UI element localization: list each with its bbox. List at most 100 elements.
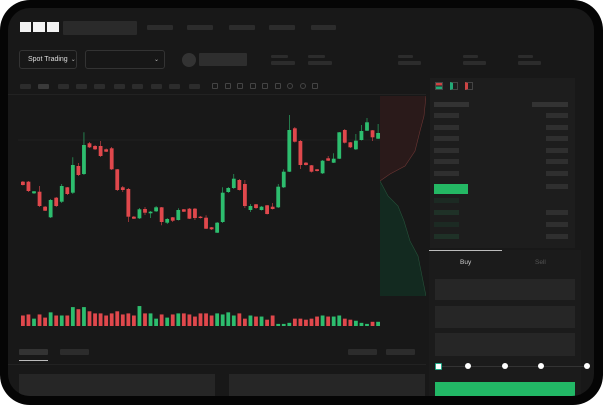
nav-item[interactable] (269, 25, 295, 30)
filter-button[interactable] (348, 349, 377, 355)
volume-bar (43, 317, 47, 326)
camera-icon[interactable] (287, 83, 293, 89)
search-bar[interactable] (63, 21, 137, 35)
order-book-view-bids-icon[interactable] (450, 82, 458, 90)
candle (298, 140, 303, 169)
timeframe-button[interactable] (151, 84, 162, 89)
timeframe-button[interactable] (76, 84, 87, 89)
nav-item[interactable] (311, 25, 336, 30)
candlestick-chart[interactable] (18, 100, 380, 250)
tab-sell[interactable]: Sell (535, 259, 546, 266)
candle-body (226, 188, 231, 192)
amount-input[interactable] (435, 306, 575, 328)
volume-bar (109, 313, 114, 326)
volume-bar (82, 307, 86, 326)
candle (93, 145, 97, 150)
slider-mark-100[interactable] (584, 363, 590, 369)
candle-body (109, 148, 114, 170)
slider-mark-75[interactable] (538, 363, 544, 369)
nav-item[interactable] (229, 25, 255, 30)
timeframe-button[interactable] (189, 84, 200, 89)
indicator-icon[interactable] (212, 83, 218, 89)
timeframe-button[interactable] (169, 84, 180, 89)
price-input[interactable] (435, 279, 575, 300)
candle (259, 206, 264, 211)
volume-bar (104, 315, 109, 326)
volume-bar (281, 323, 286, 326)
timeframe-button[interactable] (38, 84, 49, 89)
chevron-down-icon[interactable] (249, 83, 256, 89)
volume-bar (98, 313, 103, 326)
tab-open-orders[interactable] (19, 349, 48, 355)
settings-icon[interactable] (299, 83, 306, 89)
amount-slider[interactable] (438, 366, 588, 367)
chevron-down-icon[interactable] (224, 83, 231, 89)
candle-body (359, 131, 364, 140)
timeframe-button[interactable] (58, 84, 69, 89)
total-input[interactable] (435, 333, 575, 356)
order-book-view-both-icon[interactable] (435, 82, 443, 90)
candle (365, 118, 369, 131)
candle-body (342, 130, 347, 143)
volume-bar (370, 321, 375, 326)
bid-amount (546, 210, 568, 215)
stat-label (308, 55, 325, 58)
candle-body (254, 204, 258, 208)
volume-bar (65, 315, 70, 326)
volume-bar (209, 315, 214, 326)
buy-button[interactable] (435, 382, 575, 396)
candle-body (370, 130, 375, 138)
fullscreen-icon[interactable] (312, 83, 318, 89)
candle (43, 206, 47, 211)
nav-item[interactable] (147, 25, 173, 30)
bid-price (434, 222, 459, 227)
timeframe-button[interactable] (20, 84, 31, 89)
order-book-header-amount (532, 102, 568, 107)
tab-order-history[interactable] (60, 349, 89, 355)
timeframe-button[interactable] (94, 84, 105, 89)
candle (209, 227, 214, 230)
slider-mark-25[interactable] (465, 363, 471, 369)
okx-logo[interactable] (20, 22, 59, 32)
order-book-view-asks-icon[interactable] (465, 82, 473, 90)
slider-handle[interactable] (435, 363, 442, 370)
pair-dropdown[interactable]: ⌄ (85, 50, 165, 69)
candle (120, 186, 125, 192)
candle-body (315, 169, 319, 171)
candle (54, 197, 59, 207)
toolbar-divider (8, 94, 426, 95)
bid-price (434, 210, 459, 215)
candle-body (365, 122, 369, 131)
candle (276, 184, 281, 208)
chart-type-icon[interactable] (237, 83, 243, 89)
bid-amount (546, 234, 568, 239)
candle (354, 134, 358, 150)
candle (187, 208, 192, 219)
candle-body (82, 145, 86, 174)
line-icon[interactable] (262, 83, 268, 89)
ask-amount (546, 184, 568, 189)
candle (109, 147, 114, 170)
volume-chart (21, 306, 380, 326)
candle-body (331, 158, 336, 163)
volume-bar (115, 311, 120, 326)
timeframe-button[interactable] (114, 84, 125, 89)
nav-item[interactable] (187, 25, 213, 30)
volume-bar (76, 309, 81, 326)
ask-price (434, 159, 459, 164)
coin-icon (182, 53, 196, 67)
ask-price (434, 136, 459, 141)
volume-bar (176, 313, 181, 326)
candle (159, 207, 164, 226)
filter-button[interactable] (386, 349, 415, 355)
timeframe-button[interactable] (132, 84, 143, 89)
slider-mark-50[interactable] (502, 363, 508, 369)
candle (326, 156, 331, 161)
tab-buy[interactable]: Buy (460, 259, 472, 266)
market-type-dropdown[interactable]: Spot Trading ⌄ (19, 50, 77, 69)
candle (87, 142, 92, 148)
chevron-down-icon: ⌄ (70, 57, 76, 63)
candle (132, 216, 136, 219)
ruler-icon[interactable] (274, 83, 281, 89)
